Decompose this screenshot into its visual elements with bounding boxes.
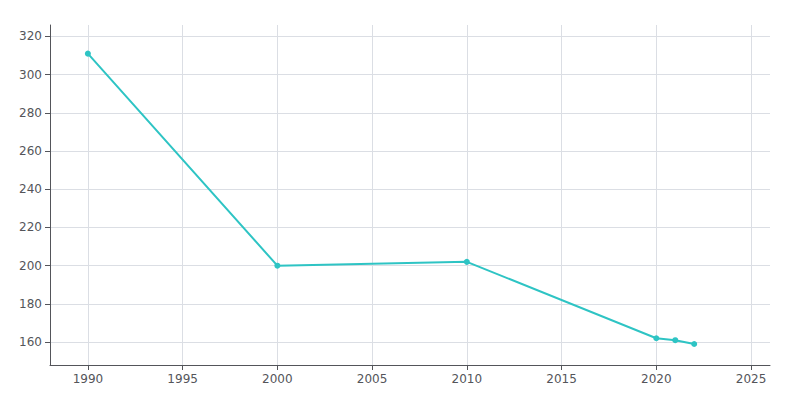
svg-text:2010: 2010 bbox=[452, 372, 483, 386]
svg-text:240: 240 bbox=[19, 182, 42, 196]
svg-text:2020: 2020 bbox=[641, 372, 672, 386]
svg-text:180: 180 bbox=[19, 297, 42, 311]
svg-text:2005: 2005 bbox=[357, 372, 388, 386]
svg-text:320: 320 bbox=[19, 29, 42, 43]
svg-text:220: 220 bbox=[19, 220, 42, 234]
svg-text:160: 160 bbox=[19, 335, 42, 349]
svg-text:2015: 2015 bbox=[546, 372, 577, 386]
svg-text:260: 260 bbox=[19, 144, 42, 158]
svg-text:2000: 2000 bbox=[262, 372, 293, 386]
svg-text:280: 280 bbox=[19, 106, 42, 120]
svg-text:200: 200 bbox=[19, 259, 42, 273]
svg-text:300: 300 bbox=[19, 68, 42, 82]
svg-text:1995: 1995 bbox=[167, 372, 198, 386]
svg-text:2025: 2025 bbox=[736, 372, 767, 386]
svg-text:1990: 1990 bbox=[73, 372, 104, 386]
